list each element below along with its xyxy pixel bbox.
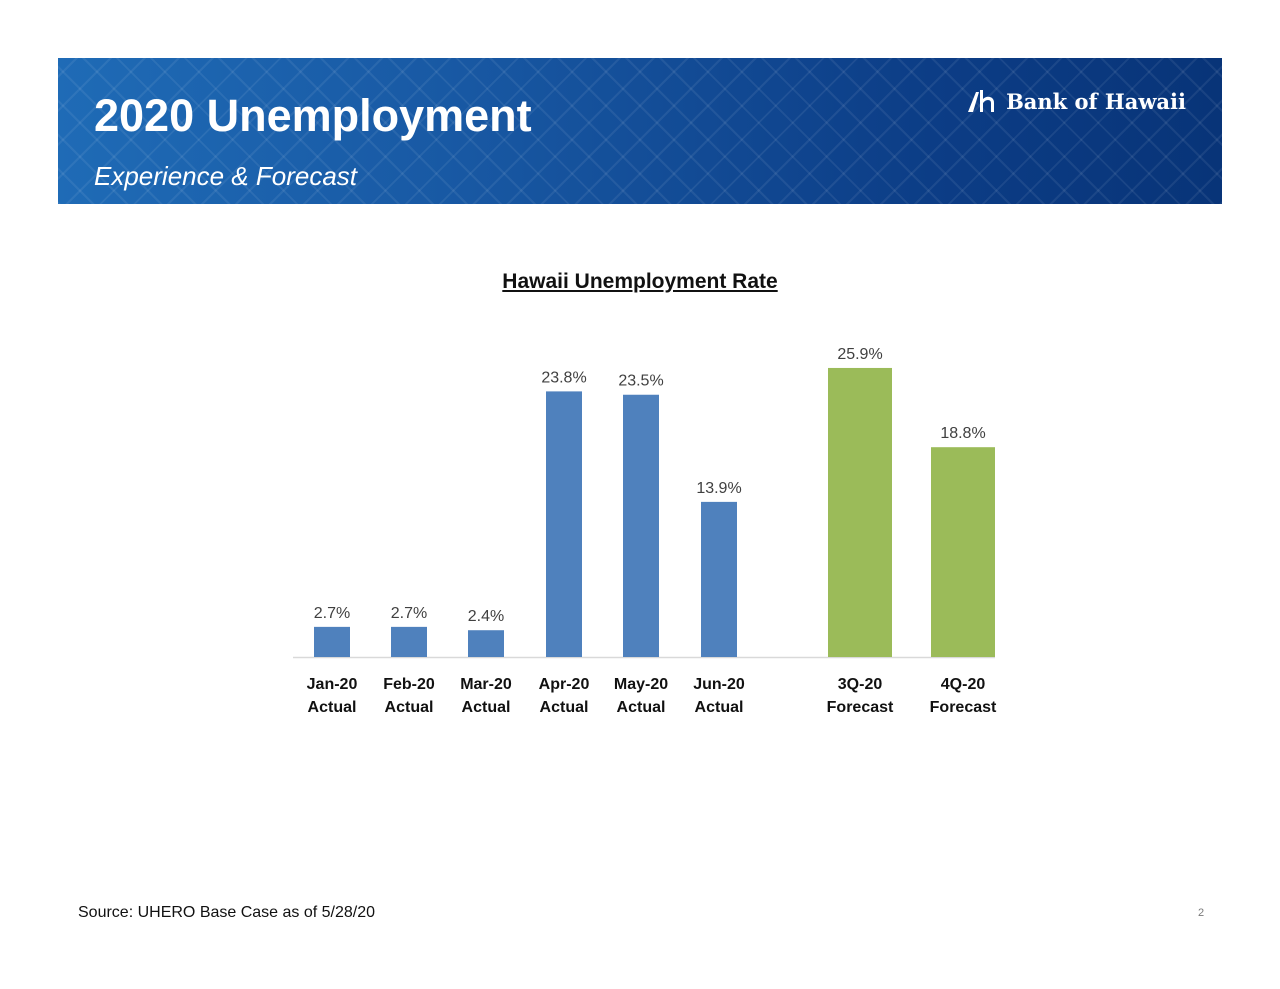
bar-jan-20 bbox=[314, 626, 350, 657]
x-tick-label: Apr-20 bbox=[539, 676, 590, 693]
bar-mar-20 bbox=[468, 630, 504, 657]
source-note: Source: UHERO Base Case as of 5/28/20 bbox=[78, 904, 376, 921]
bar-3q-20 bbox=[828, 367, 892, 657]
header-banner: 2020 Unemployment Experience & Forecast … bbox=[58, 58, 1222, 204]
x-tick-sublabel: Actual bbox=[385, 699, 434, 716]
data-label: 23.5% bbox=[618, 373, 663, 390]
page-number: 2 bbox=[1198, 907, 1205, 919]
x-tick-label: 4Q-20 bbox=[941, 676, 986, 693]
bar-feb-20 bbox=[391, 626, 427, 657]
bar-jun-20 bbox=[701, 501, 737, 657]
data-label: 2.4% bbox=[468, 608, 504, 625]
x-tick-sublabel: Forecast bbox=[930, 699, 997, 716]
x-tick-sublabel: Actual bbox=[617, 699, 666, 716]
x-tick-sublabel: Actual bbox=[462, 699, 511, 716]
x-tick-sublabel: Actual bbox=[308, 699, 357, 716]
data-label: 18.8% bbox=[940, 425, 985, 442]
data-label: 13.9% bbox=[696, 480, 741, 497]
x-tick-label: May-20 bbox=[614, 676, 668, 693]
chart-title-wrapper: Hawaii Unemployment Rate bbox=[0, 270, 1280, 294]
logo-text: Bank of Hawaii bbox=[1006, 88, 1186, 114]
x-tick-label: Jan-20 bbox=[307, 676, 358, 693]
x-tick-sublabel: Forecast bbox=[827, 699, 894, 716]
x-tick-label: Feb-20 bbox=[383, 676, 435, 693]
data-label: 25.9% bbox=[837, 346, 882, 363]
page-subtitle: Experience & Forecast bbox=[94, 161, 358, 191]
page-title: 2020 Unemployment bbox=[94, 90, 532, 141]
x-tick-sublabel: Actual bbox=[695, 699, 744, 716]
x-tick-label: 3Q-20 bbox=[838, 676, 883, 693]
bank-of-hawaii-logo-mark-icon bbox=[968, 90, 995, 112]
data-label: 2.7% bbox=[391, 605, 427, 622]
data-label: 23.8% bbox=[541, 369, 586, 386]
bar-apr-20 bbox=[546, 391, 582, 657]
x-tick-label: Mar-20 bbox=[460, 676, 512, 693]
bank-logo: Bank of Hawaii bbox=[966, 88, 1186, 114]
bar-chart: 2.7% Jan-20 Actual 2.7% Feb-20 Actual 2.4% Mar-… bbox=[293, 346, 997, 716]
data-label: 2.7% bbox=[314, 605, 350, 622]
bar-may-20 bbox=[623, 394, 659, 657]
x-tick-label: Jun-20 bbox=[693, 676, 745, 693]
chart-title: Hawaii Unemployment Rate bbox=[502, 270, 778, 293]
x-tick-sublabel: Actual bbox=[540, 699, 589, 716]
bar-4q-20 bbox=[931, 447, 995, 657]
